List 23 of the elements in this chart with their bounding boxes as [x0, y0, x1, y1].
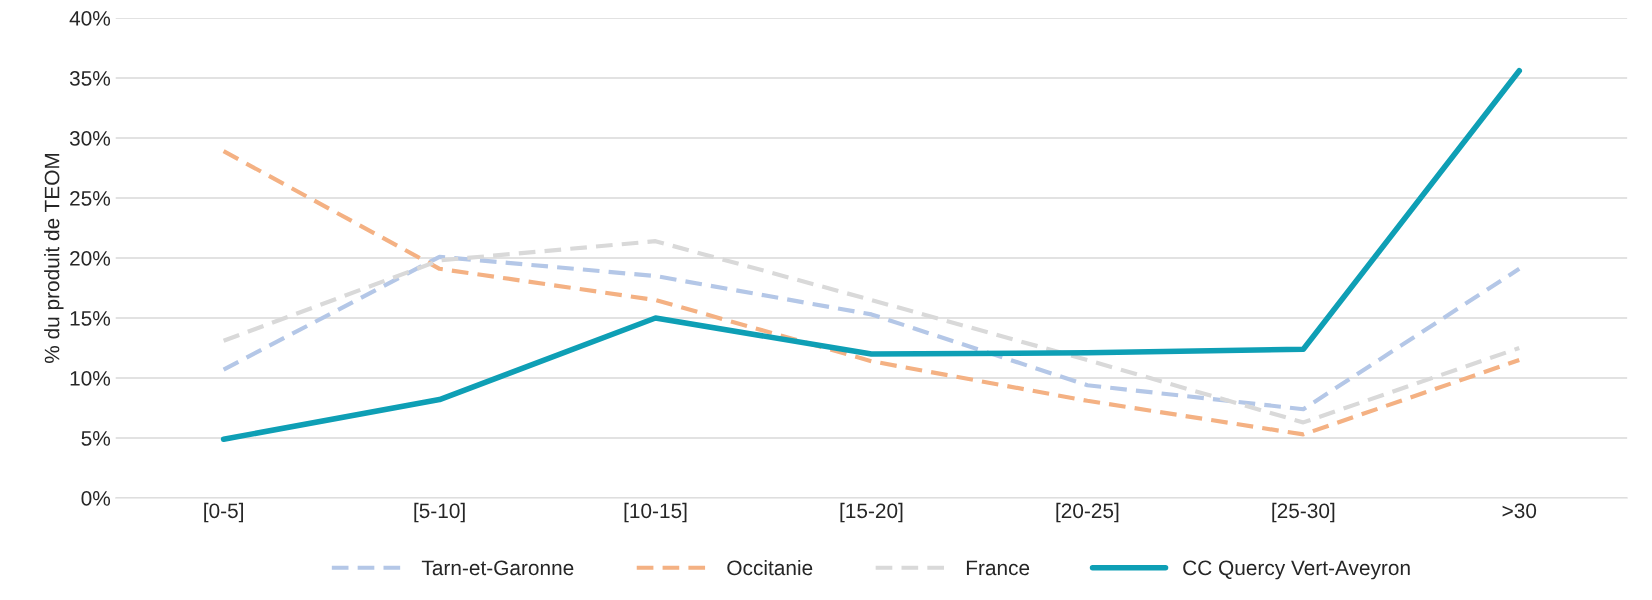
- line-series: [221, 254, 1522, 412]
- legend-label: CC Quercy Vert-Aveyron: [1183, 560, 1410, 580]
- x-tick-label: [15-20]: [840, 502, 903, 523]
- x-tick-label: [5-10]: [414, 502, 465, 523]
- x-tick-label: [25-30]: [1272, 502, 1335, 523]
- x-tick-label: [20-25]: [1056, 502, 1119, 523]
- y-tick-label: 35%: [69, 71, 111, 86]
- x-tick-label: [0-5]: [204, 502, 243, 523]
- y-tick-label: 0%: [81, 491, 111, 506]
- y-tick-label: 5%: [81, 431, 111, 446]
- line-series: [221, 149, 1522, 437]
- y-tick-label: 15%: [70, 311, 111, 326]
- legend-label: Tarn-et-Garonne: [421, 560, 574, 576]
- y-tick-label: 25%: [70, 191, 111, 206]
- y-tick-label: 20%: [70, 251, 111, 266]
- x-tick-label: >30: [1502, 503, 1537, 519]
- x-tick-label: [10-15]: [624, 502, 687, 523]
- y-axis-title: % du produit de TEOM: [44, 153, 64, 364]
- y-tick-label: 10%: [70, 371, 111, 386]
- y-tick-label: 40%: [69, 11, 111, 26]
- legend-label: France: [966, 560, 1030, 576]
- legend-label: Occitanie: [727, 559, 813, 576]
- y-tick-label: 30%: [69, 131, 111, 146]
